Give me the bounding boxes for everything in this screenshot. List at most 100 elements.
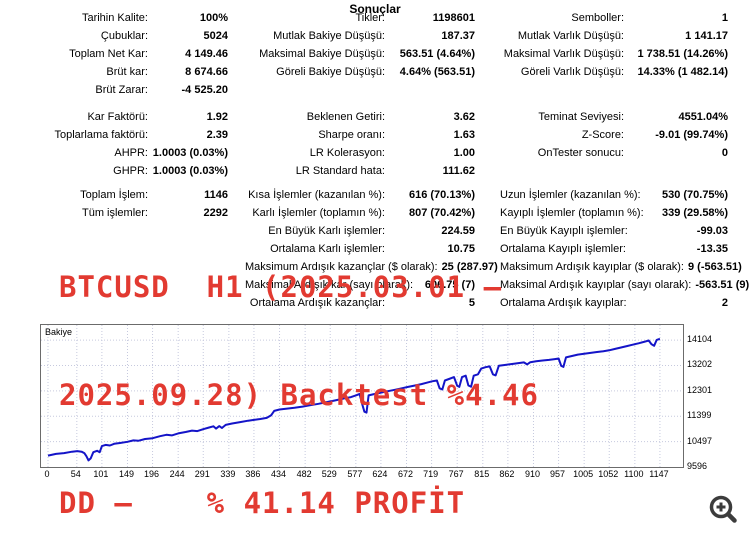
stat-value: 2 xyxy=(721,297,728,309)
stats-section: Tikler: 1198601 Mutlak Bakiye Düşüşü: 187.3… xyxy=(245,9,475,81)
stat-value: 187.37 xyxy=(441,30,475,42)
stat-label: Tikler: xyxy=(355,12,385,24)
stats-column-middle: Tikler: 1198601 Mutlak Bakiye Düşüşü: 187.3… xyxy=(245,0,498,320)
stat-label: Toplam Net Kar: xyxy=(69,48,148,60)
stat-row: En Büyük Kayıplı işlemler: -99.03 xyxy=(500,222,728,240)
stat-value: 1 738.51 (14.26%) xyxy=(637,48,728,60)
stats-column-right: Semboller: 1 Mutlak Varlık Düşüşü: 1 141.17… xyxy=(500,0,749,320)
x-tick-label: 767 xyxy=(448,469,464,479)
stat-value: 14.33% (1 482.14) xyxy=(637,66,728,78)
x-tick-label: 577 xyxy=(347,469,363,479)
stat-label: En Büyük Karlı işlemler: xyxy=(268,225,385,237)
y-tick-label: 14104 xyxy=(687,334,713,345)
stat-value: 9 (-563.51) xyxy=(688,261,742,273)
stat-label: Ortalama Ardışık kayıplar: xyxy=(500,297,627,309)
zoom-in-button[interactable] xyxy=(704,491,744,531)
stat-value: 530 (70.75%) xyxy=(661,189,728,201)
stat-label: GHPR: xyxy=(113,165,148,177)
overlay-line-1: BTCUSD H1 (2025.03.01 – xyxy=(59,270,503,304)
stat-label: Toplam İşlem: xyxy=(80,189,148,201)
stat-label: Çubuklar: xyxy=(100,30,148,42)
stat-row: LR Kolerasyon: 1.00 xyxy=(245,144,475,162)
stat-row: Maksimum Ardışık kazançlar ($ olarak): 25… xyxy=(245,258,498,276)
stat-label: Karlı İşlemler (toplamın %): xyxy=(252,207,385,219)
x-tick-label: 957 xyxy=(550,469,566,479)
x-tick-label: 149 xyxy=(118,469,134,479)
stat-row: Tikler: 1198601 xyxy=(245,9,475,27)
stat-value: 8 674.66 xyxy=(185,66,228,78)
stat-value: 100% xyxy=(199,12,228,24)
x-tick-label: 624 xyxy=(372,469,388,479)
stats-section: Beklenen Getiri: 3.62 Sharpe oranı: 1.63 LR … xyxy=(245,108,475,180)
y-tick-label: 11399 xyxy=(687,410,712,421)
stat-value: 1198601 xyxy=(432,12,475,24)
stat-label: Tüm işlemler: xyxy=(81,207,148,219)
stat-row: En Büyük Karlı işlemler: 224.59 xyxy=(245,222,475,240)
stat-label: Göreli Bakiye Düşüşü: xyxy=(276,66,385,78)
stat-value: 807 (70.42%) xyxy=(408,207,475,219)
stat-value: 2292 xyxy=(203,207,228,219)
stat-row: Kar Faktörü: 1.92 xyxy=(2,108,228,126)
stat-value: 1.0003 (0.03%) xyxy=(152,165,228,177)
stat-label: Kısa İşlemler (kazanılan %): xyxy=(248,189,385,201)
stat-row: Semboller: 1 xyxy=(500,9,728,27)
stat-value: 111.62 xyxy=(442,165,475,177)
stat-value: 616 (70.13%) xyxy=(408,189,475,201)
stat-value: 563.51 (4.64%) xyxy=(399,48,475,60)
x-tick-label: 672 xyxy=(397,469,414,479)
stat-label: Maksimum Ardışık kazançlar ($ olarak): xyxy=(245,261,438,273)
stat-value: 4.64% (563.51) xyxy=(399,66,475,78)
stat-value: 10.75 xyxy=(447,243,475,255)
stat-label: Ortalama Ardışık kazançlar: xyxy=(249,297,385,309)
stat-label: Kar Faktörü: xyxy=(87,111,148,123)
x-tick-label: 1052 xyxy=(598,469,619,479)
x-tick-label: 815 xyxy=(474,469,490,479)
stat-value: 1 xyxy=(721,12,728,24)
stat-row: Kayıplı İşlemler (toplamın %): 339 (29.58… xyxy=(500,204,728,222)
stat-row: Maksimal Varlık Düşüşü: 1 738.51 (14.26%) xyxy=(500,45,728,63)
stat-row: Sharpe oranı: 1.63 xyxy=(245,126,475,144)
x-tick-label: 1005 xyxy=(573,469,594,479)
stat-row: Uzun İşlemler (kazanılan %): 530 (70.75%) xyxy=(500,186,728,204)
x-tick-label: 434 xyxy=(271,469,287,479)
stat-value: 4551.04% xyxy=(678,111,728,123)
stat-row: Kısa İşlemler (kazanılan %): 616 (70.13%) xyxy=(245,186,475,204)
red-annotation-overlay: BTCUSD H1 (2025.03.01 – 2025.09.28) Back… xyxy=(59,197,539,557)
stats-section: Kısa İşlemler (kazanılan %): 616 (70.13%)… xyxy=(245,186,498,312)
stat-row: Toplam İşlem: 1146 xyxy=(2,186,228,204)
stat-label: Göreli Varlık Düşüşü: xyxy=(520,66,624,78)
x-tick-label: 196 xyxy=(144,469,160,479)
stat-row: Z-Score: -9.01 (99.74%) xyxy=(500,126,728,144)
x-tick-label: 339 xyxy=(220,469,236,479)
stat-label: LR Kolerasyon: xyxy=(309,147,385,159)
stat-row: AHPR: 1.0003 (0.03%) xyxy=(2,144,228,162)
balance-line xyxy=(47,337,661,462)
stat-row: GHPR: 1.0003 (0.03%) xyxy=(2,162,228,180)
x-tick-label: 482 xyxy=(296,469,312,479)
stat-label: Maksimal Ardışık kar (sayı olarak): xyxy=(245,279,414,291)
stat-label: Z-Score: xyxy=(581,129,624,141)
stat-label: Teminat Seviyesi: xyxy=(538,111,624,123)
stat-row: Maksimum Ardışık kayıplar ($ olarak): 9 (… xyxy=(500,258,742,276)
x-tick-label: 386 xyxy=(245,469,261,479)
stat-label: Uzun İşlemler (kazanılan %): xyxy=(500,189,641,201)
stat-row: Teminat Seviyesi: 4551.04% xyxy=(500,108,728,126)
stat-value: 5 xyxy=(468,297,475,309)
stat-value: 1.00 xyxy=(453,147,475,159)
zoom-in-icon xyxy=(709,495,737,523)
x-tick-label: 101 xyxy=(93,469,109,479)
stat-label: Brüt Zarar: xyxy=(95,84,148,96)
y-tick-label: 13202 xyxy=(687,359,713,370)
x-tick-label: 244 xyxy=(169,469,185,479)
stat-label: OnTester sonucu: xyxy=(537,147,624,159)
stat-value: 1 141.17 xyxy=(685,30,728,42)
stat-label: Tarihin Kalite: xyxy=(81,12,148,24)
stat-value: -9.01 (99.74%) xyxy=(655,129,728,141)
stat-label: Ortalama Karlı işlemler: xyxy=(270,243,385,255)
stat-row: Ortalama Ardışık kazançlar: 5 xyxy=(245,294,475,312)
stat-row: Mutlak Bakiye Düşüşü: 187.37 xyxy=(245,27,475,45)
y-tick-label: 12301 xyxy=(687,384,713,395)
stat-row: OnTester sonucu: 0 xyxy=(500,144,728,162)
stat-label: AHPR: xyxy=(114,147,148,159)
overlay-line-2: 2025.09.28) Backtest %4.46 xyxy=(59,378,539,412)
